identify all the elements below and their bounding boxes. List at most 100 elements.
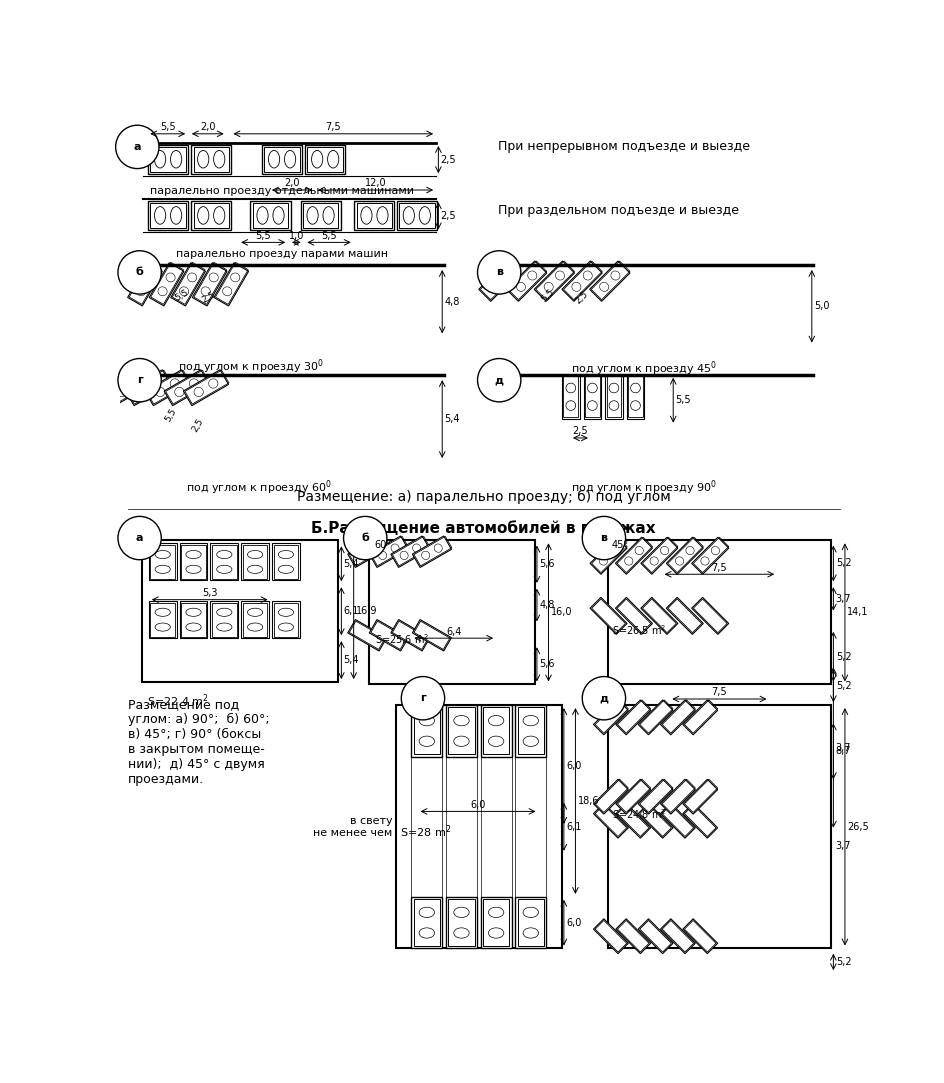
Bar — [447, 897, 477, 949]
Polygon shape — [615, 804, 650, 838]
Text: под углом к проезду 60$^0$: под углом к проезду 60$^0$ — [186, 479, 332, 497]
Polygon shape — [507, 261, 547, 301]
Text: 5,4: 5,4 — [344, 559, 359, 569]
Text: 5,5: 5,5 — [539, 287, 556, 303]
Bar — [300, 200, 341, 230]
Text: 5,2: 5,2 — [835, 681, 851, 691]
Text: 16,9: 16,9 — [356, 606, 378, 616]
Bar — [179, 601, 208, 638]
Text: 3,7: 3,7 — [835, 841, 851, 851]
Text: 8,7: 8,7 — [835, 746, 851, 756]
Bar — [628, 377, 643, 417]
Bar — [412, 897, 442, 949]
Polygon shape — [683, 804, 717, 838]
Bar — [412, 705, 442, 757]
Text: 5,5: 5,5 — [174, 288, 191, 303]
Bar — [608, 540, 831, 684]
Polygon shape — [347, 536, 387, 567]
Bar — [211, 601, 238, 638]
Polygon shape — [666, 598, 703, 635]
Bar — [243, 545, 267, 579]
Bar — [142, 540, 338, 682]
Text: г: г — [137, 375, 143, 386]
Text: в свету
не менее чем: в свету не менее чем — [312, 815, 392, 837]
Text: 6,0: 6,0 — [566, 917, 582, 928]
Text: 5,5: 5,5 — [321, 231, 337, 240]
Text: 7,5: 7,5 — [712, 563, 727, 573]
Text: 4,8: 4,8 — [539, 600, 555, 610]
Polygon shape — [594, 804, 629, 838]
Polygon shape — [594, 780, 629, 814]
Bar — [149, 601, 177, 638]
Bar — [303, 204, 338, 227]
Bar — [399, 204, 434, 227]
Polygon shape — [661, 780, 696, 814]
Polygon shape — [193, 263, 227, 305]
Bar — [250, 200, 291, 230]
Text: 6,1: 6,1 — [344, 606, 359, 616]
Text: S=26,5 m$^2$: S=26,5 m$^2$ — [612, 623, 666, 638]
Bar — [413, 899, 440, 947]
Bar — [212, 603, 237, 637]
Text: б: б — [136, 268, 143, 277]
Text: б: б — [362, 533, 369, 543]
Polygon shape — [534, 261, 575, 301]
Text: а: а — [133, 142, 141, 152]
Polygon shape — [661, 700, 696, 735]
Bar — [480, 897, 512, 949]
Polygon shape — [692, 537, 729, 574]
Polygon shape — [638, 700, 673, 735]
Polygon shape — [683, 918, 717, 954]
Bar — [148, 145, 188, 174]
Polygon shape — [641, 598, 678, 635]
Text: S=24,8 m$^2$: S=24,8 m$^2$ — [612, 808, 666, 822]
Bar — [627, 375, 645, 419]
Bar — [192, 145, 231, 174]
Text: 5,3: 5,3 — [202, 588, 217, 598]
Polygon shape — [391, 619, 430, 651]
Polygon shape — [661, 918, 696, 954]
Text: паралельно проезду парами машин: паралельно проезду парами машин — [177, 249, 388, 259]
Polygon shape — [638, 804, 673, 838]
Text: 5,4: 5,4 — [344, 655, 359, 665]
Text: 12,0: 12,0 — [364, 179, 386, 188]
Bar — [150, 545, 175, 579]
Polygon shape — [107, 369, 152, 406]
Polygon shape — [164, 369, 210, 406]
Polygon shape — [479, 261, 519, 301]
Text: под углом к проезду 45$^0$: под углом к проезду 45$^0$ — [571, 360, 717, 378]
Text: 26,5: 26,5 — [848, 822, 869, 832]
Bar — [585, 377, 599, 417]
Bar — [564, 377, 578, 417]
Bar — [480, 705, 512, 757]
Bar — [194, 204, 229, 227]
Text: 2,5: 2,5 — [441, 155, 456, 165]
Text: 5,6: 5,6 — [539, 660, 555, 669]
Bar — [150, 603, 175, 637]
Text: Размещение: а) паралельно проезду; б) под углом: Размещение: а) паралельно проезду; б) по… — [297, 491, 670, 505]
Bar — [274, 545, 298, 579]
Polygon shape — [413, 619, 451, 651]
Bar — [583, 375, 601, 419]
Bar — [369, 540, 534, 684]
Bar — [150, 147, 186, 171]
Bar — [194, 147, 229, 171]
Text: г: г — [420, 693, 426, 703]
Bar — [354, 200, 395, 230]
Bar — [413, 707, 440, 755]
Text: 5,5: 5,5 — [676, 395, 691, 405]
Bar — [396, 200, 437, 230]
Polygon shape — [594, 918, 629, 954]
Bar — [181, 545, 206, 579]
Bar — [149, 544, 177, 580]
Text: под углом к проезду 30$^0$: под углом к проезду 30$^0$ — [178, 357, 325, 376]
Bar — [607, 377, 621, 417]
Polygon shape — [683, 780, 717, 814]
Polygon shape — [666, 537, 703, 574]
Bar — [448, 899, 475, 947]
Polygon shape — [590, 261, 630, 301]
Polygon shape — [615, 598, 652, 635]
Bar — [274, 603, 298, 637]
Bar — [517, 899, 544, 947]
Text: 6,0: 6,0 — [470, 800, 486, 810]
